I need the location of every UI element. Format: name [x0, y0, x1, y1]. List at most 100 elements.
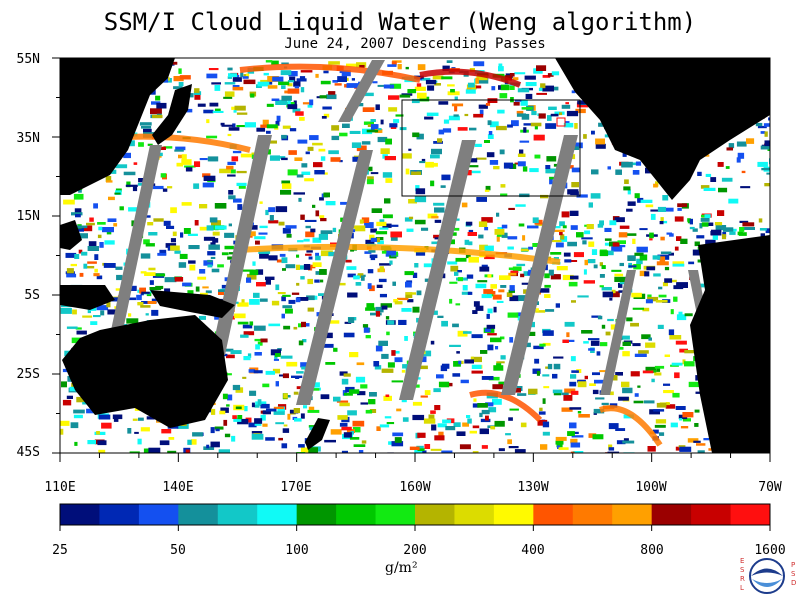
cloud-patch	[649, 232, 654, 239]
cloud-patch	[507, 246, 514, 250]
cloud-patch	[300, 214, 305, 220]
cloud-patch	[267, 85, 278, 89]
cloud-patch	[693, 440, 701, 443]
cloud-patch	[457, 127, 468, 131]
cloud-patch	[252, 261, 256, 266]
cloud-patch	[639, 254, 648, 261]
cloud-patch	[147, 222, 154, 226]
cloud-patch	[300, 70, 313, 73]
cloud-patch	[371, 208, 383, 213]
cloud-patch	[287, 104, 298, 110]
cloud-patch	[249, 390, 257, 396]
cloud-patch	[507, 312, 519, 318]
cloud-patch	[73, 193, 84, 200]
cloud-patch	[341, 70, 351, 77]
cloud-patch	[457, 330, 468, 337]
cloud-patch	[286, 233, 292, 238]
cloud-patch	[622, 341, 631, 346]
cloud-patch	[242, 376, 247, 379]
cloud-patch	[593, 264, 598, 269]
cloud-patch	[559, 230, 563, 236]
cloud-patch	[349, 389, 360, 394]
cloud-patch	[298, 340, 304, 346]
cloud-patch	[692, 228, 698, 232]
cloud-patch	[680, 426, 689, 429]
cloud-patch	[392, 432, 404, 437]
cloud-patch	[394, 357, 403, 363]
cloud-patch	[390, 236, 398, 241]
cloud-patch	[178, 82, 184, 87]
cloud-patch	[265, 370, 275, 375]
cloud-patch	[443, 119, 450, 124]
cloud-patch	[544, 273, 550, 279]
cloud-patch	[644, 271, 650, 277]
cloud-patch	[546, 156, 557, 162]
cloud-patch	[277, 292, 286, 295]
cloud-patch	[233, 198, 242, 203]
cloud-patch	[469, 127, 477, 131]
cloud-patch	[203, 175, 216, 181]
cloud-patch	[581, 330, 593, 334]
cloud-patch	[634, 193, 640, 199]
cloud-patch	[653, 183, 658, 188]
cloud-patch	[319, 215, 325, 219]
cloud-patch	[672, 263, 685, 267]
cloud-patch	[110, 169, 117, 174]
cloud-patch	[115, 266, 123, 270]
cloud-patch	[670, 309, 674, 315]
cloud-patch	[573, 252, 584, 258]
cloud-patch	[575, 108, 586, 114]
cloud-patch	[591, 249, 598, 255]
cloud-patch	[565, 102, 569, 105]
cloud-patch	[441, 76, 453, 80]
cloud-patch	[536, 92, 547, 95]
cloud-patch	[391, 380, 404, 383]
cloud-patch	[339, 132, 348, 137]
cloud-patch	[240, 334, 249, 338]
cloud-patch	[293, 326, 298, 330]
lon-label: 140E	[162, 480, 194, 495]
cloud-patch	[540, 444, 548, 450]
cloud-patch	[488, 376, 500, 381]
cloud-patch	[93, 315, 101, 318]
cloud-patch	[534, 358, 540, 364]
cloud-patch	[299, 76, 306, 79]
cloud-patch	[153, 218, 164, 222]
cloud-patch	[281, 134, 287, 139]
cloud-patch	[74, 441, 78, 446]
cloud-patch	[272, 76, 284, 82]
cloud-patch	[549, 176, 557, 180]
cloud-patch	[476, 75, 488, 81]
cloud-patch	[283, 325, 291, 330]
cloud-patch	[656, 402, 667, 408]
cloud-patch	[343, 432, 352, 438]
cloud-patch	[717, 210, 725, 216]
cloud-patch	[66, 326, 78, 329]
cloud-patch	[89, 217, 94, 222]
cloud-patch	[500, 355, 506, 360]
cloud-patch	[337, 415, 348, 420]
cloud-patch	[688, 381, 700, 388]
cloud-patch	[206, 119, 210, 124]
cloud-patch	[438, 101, 449, 105]
cloud-patch	[583, 341, 589, 344]
cloud-patch	[627, 189, 631, 195]
cloud-patch	[232, 384, 241, 391]
cloud-patch	[362, 107, 375, 112]
cloud-patch	[75, 225, 88, 229]
cloud-patch	[465, 254, 471, 259]
cloud-patch	[769, 243, 770, 249]
cloud-patch	[509, 285, 515, 291]
cloud-patch	[406, 228, 414, 232]
cloud-patch	[427, 85, 435, 91]
cloud-patch	[764, 131, 768, 137]
cloud-patch	[434, 219, 442, 223]
cloud-patch	[649, 238, 653, 241]
lon-label: 100W	[635, 480, 667, 495]
lat-label: 55N	[16, 52, 40, 67]
cloud-patch	[315, 210, 320, 217]
cloud-patch	[356, 62, 367, 68]
cloud-patch	[253, 292, 260, 298]
cloud-patch	[618, 232, 628, 238]
cloud-patch	[343, 392, 353, 396]
